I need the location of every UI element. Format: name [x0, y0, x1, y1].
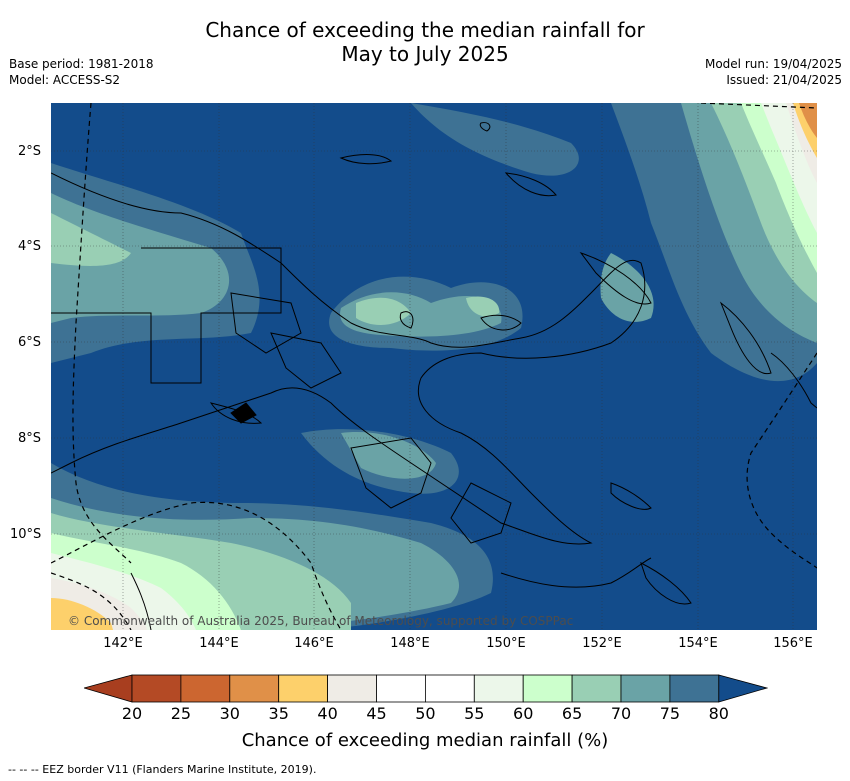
colorbar-cell — [278, 674, 328, 703]
colorbar-tick-label: 70 — [610, 704, 632, 723]
colorbar-cell — [376, 674, 426, 703]
colorbar-tick-label: 65 — [561, 704, 583, 723]
graticule — [51, 103, 817, 630]
band-35-b — [51, 598, 113, 630]
lon-label-156e: 156°E — [773, 636, 813, 651]
band-65-c — [51, 213, 131, 266]
colorbar-tick-label: 60 — [513, 704, 534, 723]
lon-label-146e: 146°E — [294, 636, 334, 651]
colorbar-tick-label: 40 — [317, 704, 338, 723]
band-70-e — [341, 432, 436, 479]
colorbar-cell — [620, 674, 671, 703]
colorbar-cell — [522, 674, 573, 703]
band-75-f — [411, 103, 579, 176]
colorbar-tick-label: 20 — [121, 704, 143, 723]
model-info: Base period: 1981-2018 Model: ACCESS-S2 — [9, 56, 154, 88]
lon-label-150e: 150°E — [486, 636, 526, 651]
colorbar-arrow-high — [718, 674, 769, 703]
colorbar-tick-label: 30 — [219, 704, 240, 723]
colorbar-label: Chance of exceeding median rainfall (%) — [241, 730, 609, 751]
colorbar-tick-label: 75 — [659, 704, 681, 723]
lat-label-6s: 6°S — [18, 335, 42, 350]
map-title: Chance of exceeding the median rainfall … — [0, 18, 850, 66]
colorbar-cell — [669, 674, 720, 703]
colorbar-cell — [180, 674, 231, 703]
issued-date: Issued: 21/04/2025 — [726, 73, 842, 87]
colorbar-cell — [473, 674, 524, 703]
lon-label-148e: 148°E — [390, 636, 430, 651]
copyright-notice: © Commonwealth of Australia 2025, Bureau… — [68, 614, 573, 628]
lon-label-144e: 144°E — [199, 636, 239, 651]
band-65-e — [466, 296, 500, 317]
model-name: Model: ACCESS-S2 — [9, 73, 121, 87]
eez-footnote: -- -- -- EEZ border V11 (Flanders Marine… — [8, 763, 317, 776]
colorbar-tick-label: 55 — [464, 704, 485, 723]
band-65-d — [356, 297, 411, 325]
lat-label-2s: 2°S — [18, 144, 42, 159]
colorbar-tick-label: 50 — [415, 704, 436, 723]
colorbar-cell — [327, 674, 377, 703]
lat-label-10s: 10°S — [10, 527, 42, 542]
map-canvas: © Commonwealth of Australia 2025, Bureau… — [51, 103, 817, 630]
colorbar-tick-label: 80 — [708, 704, 729, 723]
lat-label-8s: 8°S — [18, 431, 42, 446]
lat-label-4s: 4°S — [18, 239, 42, 254]
colorbar-tick-label: 25 — [170, 704, 192, 723]
forecast-map: © Commonwealth of Australia 2025, Bureau… — [51, 103, 817, 630]
colorbar — [82, 674, 769, 708]
model-run-date: Model run: 19/04/2025 — [704, 57, 842, 71]
base-period: Base period: 1981-2018 — [9, 57, 154, 71]
colorbar-tick-label: 35 — [268, 704, 289, 723]
colorbar-arrow-low — [82, 674, 133, 703]
colorbar-tick-label: 45 — [366, 704, 387, 723]
colorbar-cell — [229, 674, 280, 703]
band-70-b — [51, 193, 230, 323]
lon-label-142e: 142°E — [103, 636, 143, 651]
lon-label-154e: 154°E — [678, 636, 718, 651]
colorbar-cell — [131, 674, 182, 703]
title-line-1: Chance of exceeding the median rainfall … — [205, 18, 645, 42]
title-line-2: May to July 2025 — [341, 42, 509, 66]
coastlines — [51, 122, 817, 630]
eez-borders — [51, 103, 817, 630]
colorbar-cell — [424, 674, 475, 703]
colorbar-svg — [82, 674, 769, 703]
colorbar-cell — [571, 674, 622, 703]
lon-label-152e: 152°E — [582, 636, 622, 651]
run-info: Model run: 19/04/2025 Issued: 21/04/2025 — [705, 56, 842, 88]
band-30 — [799, 103, 817, 138]
